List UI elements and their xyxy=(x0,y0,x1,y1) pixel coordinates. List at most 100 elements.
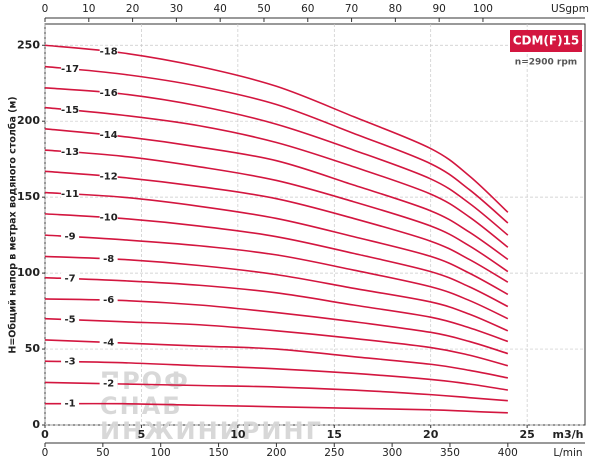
top_axis-tick-label: 80 xyxy=(389,3,402,15)
curve-label-bg xyxy=(61,146,80,159)
curve-label-bg xyxy=(61,104,80,117)
curve-label-bg xyxy=(61,313,80,326)
bottom_axis2-tick-label: 250 xyxy=(324,447,344,459)
bottom_axis2-tick-label: 350 xyxy=(440,447,460,459)
top_axis-tick-label: 100 xyxy=(473,3,493,15)
grid xyxy=(44,24,585,426)
bottom_axis2-tick-label: 200 xyxy=(266,447,286,459)
pump-curve xyxy=(44,360,508,391)
y-tick-label: 100 xyxy=(17,266,40,279)
subtitle: n=2900 rpm xyxy=(515,58,577,68)
top_axis-tick-label: 50 xyxy=(257,3,270,15)
curve-label: -17 xyxy=(61,64,79,75)
curve-label: -11 xyxy=(61,189,79,200)
curves: -1 -2 -3 -4 -5 -6 -7 -8 -9 -10 -11 -12 -13 -14 -15 -16 -… xyxy=(44,44,509,414)
bottom_axis2-tick-label: 50 xyxy=(96,447,109,459)
x-tick-label: 15 xyxy=(327,428,342,441)
curve-label: -9 xyxy=(65,232,76,243)
curve-label: -5 xyxy=(65,315,76,326)
curve-label-bg xyxy=(61,188,80,201)
y-axis-title: H=Общий напор в метрах водяного столба (… xyxy=(8,96,19,353)
curve-label-bg xyxy=(61,397,80,410)
y-tick-label: 50 xyxy=(25,342,41,355)
curve-label-bg xyxy=(99,45,118,58)
curve-label-bg xyxy=(99,294,118,307)
curve-label: -6 xyxy=(103,295,114,306)
x-tick-label: 25 xyxy=(519,428,534,441)
curve-label: -12 xyxy=(100,171,118,182)
pump-curve xyxy=(44,170,509,283)
bottom_axis2-tick-label: 300 xyxy=(382,447,402,459)
pump-curve xyxy=(44,128,509,261)
chart-title: CDM(F)15 xyxy=(513,34,580,48)
curve-label: -3 xyxy=(65,357,76,368)
pump-curve xyxy=(44,65,509,224)
curve-label-bg xyxy=(99,170,118,183)
curve-label-bg xyxy=(99,336,118,349)
curve-label-bg xyxy=(99,377,118,390)
x-tick-label: 10 xyxy=(230,428,246,441)
curve-label: -2 xyxy=(103,379,114,390)
pump-curve xyxy=(44,339,509,379)
curve-label-bg xyxy=(61,355,80,368)
y-tick-label: 150 xyxy=(17,190,40,203)
curve-label-bg xyxy=(99,252,118,265)
x-tick-label: 20 xyxy=(423,428,439,441)
curve-label: -13 xyxy=(61,147,79,158)
top_axis-tick-label: 0 xyxy=(42,3,49,15)
curve-label-bg xyxy=(99,86,118,99)
curve-label-bg xyxy=(99,211,118,224)
curve-label-bg xyxy=(61,272,80,285)
curve-label: -4 xyxy=(103,337,114,348)
pump-curve xyxy=(44,149,509,273)
watermark-text: ИНЖИНИРИНГ xyxy=(100,417,323,445)
pump-curve xyxy=(44,298,509,355)
pump-curve xyxy=(44,191,509,296)
top_axis-tick-label: 90 xyxy=(432,3,445,15)
pump-curve xyxy=(44,213,509,308)
pump-curve xyxy=(44,276,509,343)
curve-label-bg xyxy=(61,62,80,75)
curve-label: -8 xyxy=(103,254,114,265)
bottom_axis2-tick-label: 100 xyxy=(151,447,171,459)
pump-curve xyxy=(44,44,509,213)
bottom_axis2-title: L/min xyxy=(553,447,582,459)
bottom_axis2-tick-label: 400 xyxy=(498,447,518,459)
curve-label: -14 xyxy=(100,130,118,141)
pump-curve xyxy=(44,86,509,236)
pump-curve xyxy=(44,381,508,402)
y-tick-label: 250 xyxy=(17,38,40,51)
curve-label-bg xyxy=(99,129,118,142)
x-tick-label: 0 xyxy=(41,428,49,441)
curve-label: -10 xyxy=(100,213,118,224)
pump-curve xyxy=(44,402,508,414)
curve-label: -1 xyxy=(65,399,76,410)
top_axis-tick-label: 30 xyxy=(170,3,183,15)
top_axis-title: USgpm xyxy=(551,3,589,15)
axes: 0 50 100 150 200 250 0 5 10 15 20 25 m3/h 0 10 20 30 40 50… xyxy=(17,3,589,459)
title-box xyxy=(510,30,582,52)
pump-curve xyxy=(44,317,509,367)
y-tick-label: 0 xyxy=(32,418,40,431)
pump-curve xyxy=(44,234,509,320)
curve-label: -7 xyxy=(65,274,76,285)
top_axis-tick-label: 10 xyxy=(82,3,95,15)
top_axis-tick-label: 40 xyxy=(213,3,226,15)
curve-label-bg xyxy=(61,230,80,243)
pump-curve xyxy=(44,106,509,248)
curve-label: -16 xyxy=(100,88,118,99)
pump-curve xyxy=(44,255,509,332)
x-axis-title: m3/h xyxy=(553,428,584,441)
watermark-text: СНАБ xyxy=(100,392,183,420)
x-tick-label: 5 xyxy=(138,428,146,441)
top_axis-tick-label: 70 xyxy=(345,3,358,15)
curve-label: -15 xyxy=(61,105,79,116)
curve-label: -18 xyxy=(100,47,118,58)
bottom_axis2-tick-label: 0 xyxy=(42,447,49,459)
y-tick-label: 200 xyxy=(17,114,40,127)
top_axis-tick-label: 60 xyxy=(301,3,314,15)
bottom_axis2-tick-label: 150 xyxy=(209,447,229,459)
top_axis-tick-label: 20 xyxy=(126,3,139,15)
